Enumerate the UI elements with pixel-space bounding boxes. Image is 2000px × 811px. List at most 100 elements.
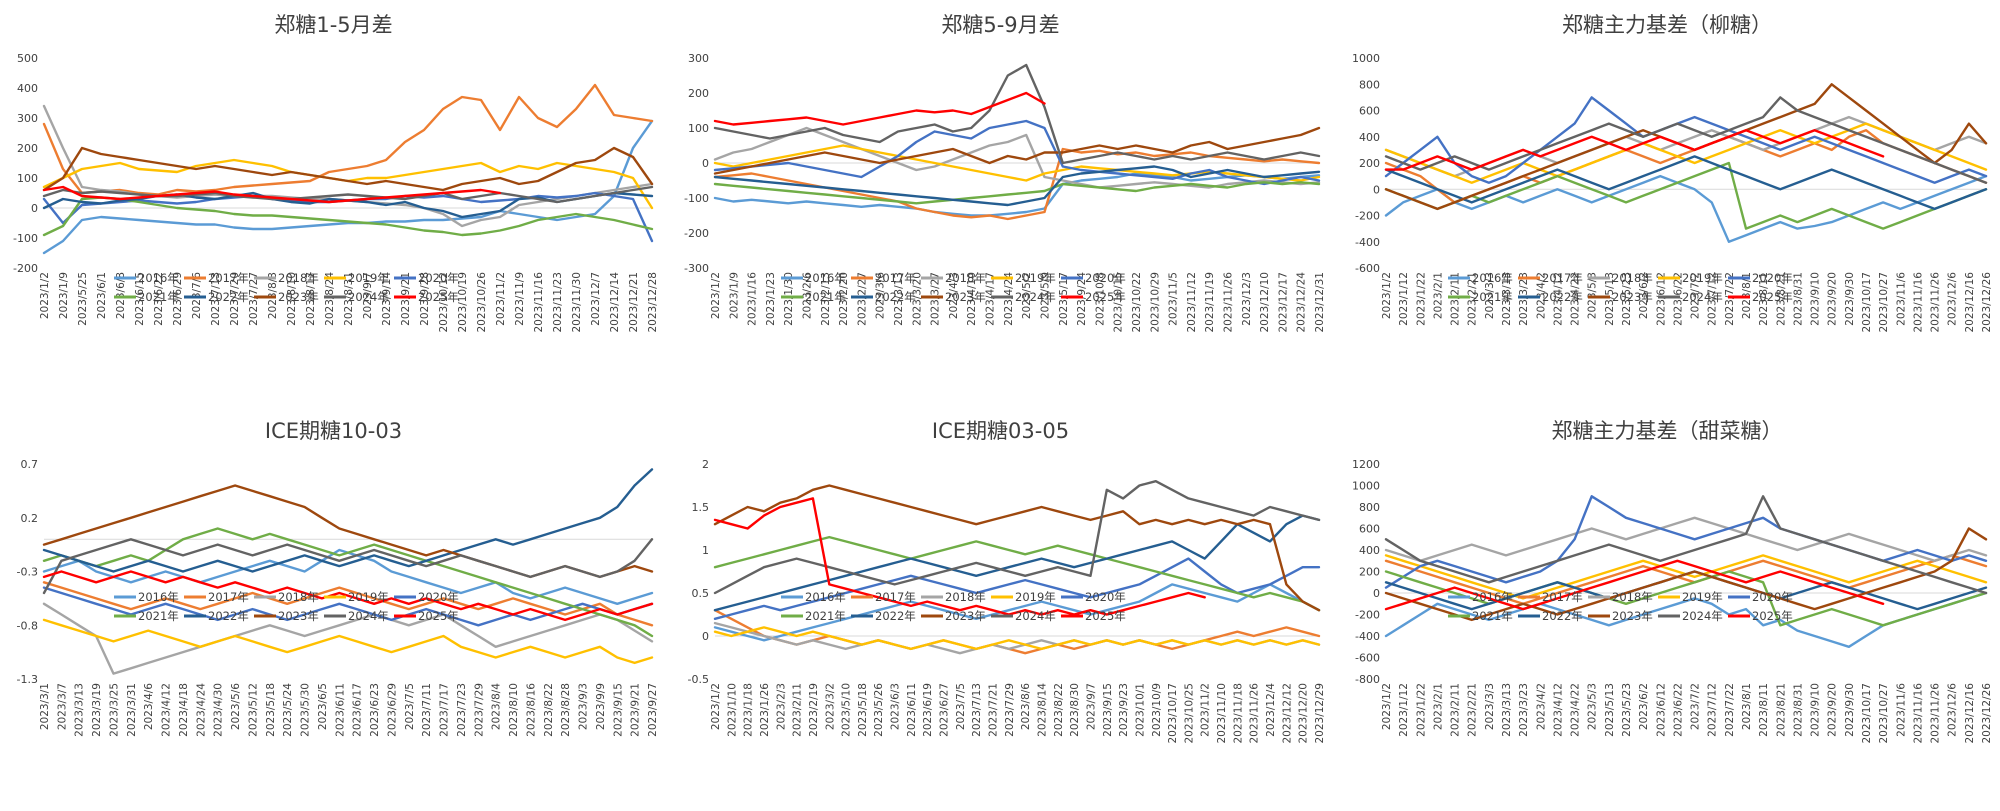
x-tick-label: 2023/11/26 [1249, 683, 1261, 744]
y-tick-label: 200 [1359, 566, 1380, 579]
x-tick-label: 2023/1/22 [1415, 683, 1427, 737]
x-tick-label: 2023/10/27 [1878, 272, 1890, 333]
x-tick-label: 2023/5/30 [300, 683, 312, 737]
legend-label-2024年: 2024年 [348, 290, 389, 304]
series-line-2021年 [42, 527, 654, 638]
x-tick-label: 2023/4/10 [966, 272, 978, 326]
x-tick-label: 2023/8/11 [1758, 683, 1770, 737]
chart-zhengtang-1-5: 郑糖1-5月差 -200 -100 0 100 200 300 400 500 2023/1/2 2… [13, 13, 659, 333]
legend-label-2025年: 2025年 [1085, 609, 1126, 623]
x-tick-label: 2023/12/4 [1265, 683, 1277, 737]
x-tick-label: 2023/6/12 [1655, 683, 1667, 737]
legend-label-2018年: 2018年 [945, 590, 986, 604]
legend-label-2018年: 2018年 [1612, 590, 1653, 604]
y-tick-label: 800 [1359, 501, 1380, 514]
legend-label-2018年: 2018年 [1612, 271, 1653, 285]
x-tick-label: 2023/8/24 [324, 272, 336, 326]
x-tick-label: 2023/1/2 [1381, 683, 1393, 730]
x-tick-label: 2023/8/10 [286, 272, 298, 326]
x-tick-label: 2023/4/2 [1535, 683, 1547, 730]
x-tick-label: 2023/3/13 [893, 272, 905, 326]
x-tick-label: 2023/11/19 [1204, 272, 1216, 333]
x-tick-label: 2023/7/23 [456, 683, 468, 737]
legend-label-2023年: 2023年 [278, 609, 319, 623]
x-tick-label: 2023/9/30 [1844, 683, 1856, 737]
x-tick-label: 2023/9/15 [1102, 683, 1114, 737]
x-tick-label: 2023/9/9 [595, 683, 607, 730]
x-tick-label: 2023/1/26 [759, 683, 771, 737]
series-line-2022年 [713, 165, 1321, 207]
x-tick-label: 2023/11/26 [1930, 272, 1942, 333]
legend-label-2018年: 2018年 [278, 590, 319, 604]
x-tick-label: 2023/9/21 [630, 683, 642, 737]
x-tick-label: 2023/9/28 [419, 272, 431, 326]
x-tick-label: 2023/6/22 [1672, 683, 1684, 737]
x-tick-label: 2023/6/11 [334, 683, 346, 737]
x-tick-label: 2023/12/14 [609, 272, 621, 333]
x-tick-label: 2023/2/1 [1432, 272, 1444, 319]
x-tick-label: 2023/10/1 [1134, 683, 1146, 737]
legend-label-2018年: 2018年 [278, 271, 319, 285]
x-tick-label: 2023/2/19 [808, 683, 820, 737]
y-tick-label: -400 [1355, 630, 1380, 643]
legend-label-2025年: 2025年 [1752, 290, 1793, 304]
legend-label-2021年: 2021年 [1472, 290, 1513, 304]
x-tick-label: 2023/6/1 [96, 272, 108, 319]
x-tick-label: 2023/10/25 [1183, 683, 1195, 744]
legend-label-2016年: 2016年 [1472, 590, 1513, 604]
x-tick-label: 2023/10/19 [457, 272, 469, 333]
y-tick-label: -200 [684, 227, 709, 240]
x-tick-label: 2023/11/16 [1912, 683, 1924, 744]
x-tick-label: 2023/10/17 [1861, 683, 1873, 744]
x-tick-label: 2023/11/6 [1895, 272, 1907, 326]
x-tick-label: 2023/12/16 [1964, 683, 1976, 744]
y-tick-label: 0.2 [21, 512, 39, 525]
x-tick-label: 2023/8/1 [1741, 683, 1753, 730]
legend-label-2016年: 2016年 [805, 271, 846, 285]
y-tick-label: 400 [1359, 131, 1380, 144]
series-line-2023年 [713, 484, 1321, 612]
y-tick-label: 600 [1359, 523, 1380, 536]
x-tick-label: 2023/11/2 [1200, 683, 1212, 737]
x-tick-label: 2023/12/26 [1981, 683, 1993, 744]
x-tick-label: 2023/8/21 [1775, 272, 1787, 326]
series-line-2017年 [42, 83, 654, 196]
x-tick-label: 2023/6/11 [906, 683, 918, 737]
x-tick-label: 2023/7/12 [1707, 683, 1719, 737]
x-tick-label: 2023/1/2 [39, 272, 51, 319]
x-tick-label: 2023/1/2 [710, 272, 722, 319]
series-line-2025年 [713, 497, 1206, 616]
y-tick-label: 1000 [1352, 480, 1380, 493]
x-tick-label: 2023/12/17 [1277, 272, 1289, 333]
x-tick-label: 2023/7/12 [1707, 272, 1719, 326]
x-tick-label: 2023/11/16 [1912, 272, 1924, 333]
series-line-2024年 [713, 480, 1321, 595]
legend-label-2024年: 2024年 [1015, 290, 1056, 304]
x-tick-label: 2023/4/22 [1570, 272, 1582, 326]
y-tick-label: 0.5 [692, 587, 710, 600]
legend-label-2024年: 2024年 [1015, 609, 1056, 623]
legend-label-2020年: 2020年 [418, 590, 459, 604]
chart-panel-ice-03-05: ICE期糖03-05 -0.5 0 0.5 1 1.5 2 2023/1/2 2023/1/10… [667, 406, 1334, 811]
legend-label-2017年: 2017年 [875, 590, 916, 604]
x-tick-label: 2023/12/26 [1981, 272, 1993, 333]
x-tick-label: 2023/3/3 [1484, 683, 1496, 730]
series-line-2021年 [713, 181, 1321, 205]
legend-label-2022年: 2022年 [208, 609, 249, 623]
x-tick-label: 2023/2/13 [820, 272, 832, 326]
x-tick-label: 2023/7/21 [988, 683, 1000, 737]
x-tick-label: 2023/11/18 [1232, 683, 1244, 744]
x-tick-label: 2023/5/18 [265, 683, 277, 737]
y-tick-label: 0 [702, 630, 709, 643]
x-tick-label: 2023/2/3 [775, 683, 787, 730]
x-tick-label: 2023/12/12 [1281, 683, 1293, 744]
legend-label-2019年: 2019年 [348, 271, 389, 285]
legend-label-2017年: 2017年 [1542, 271, 1583, 285]
x-tick-label: 2023/8/31 [1792, 272, 1804, 326]
series-line-2021年 [1384, 570, 1988, 627]
series-line-2020年 [1384, 96, 1988, 184]
x-tick-label: 2023/12/31 [1314, 272, 1326, 333]
x-tick-label: 2023/8/22 [1053, 683, 1065, 737]
x-tick-label: 2023/9/30 [1844, 272, 1856, 326]
x-tick-label: 2023/11/12 [1186, 272, 1198, 333]
